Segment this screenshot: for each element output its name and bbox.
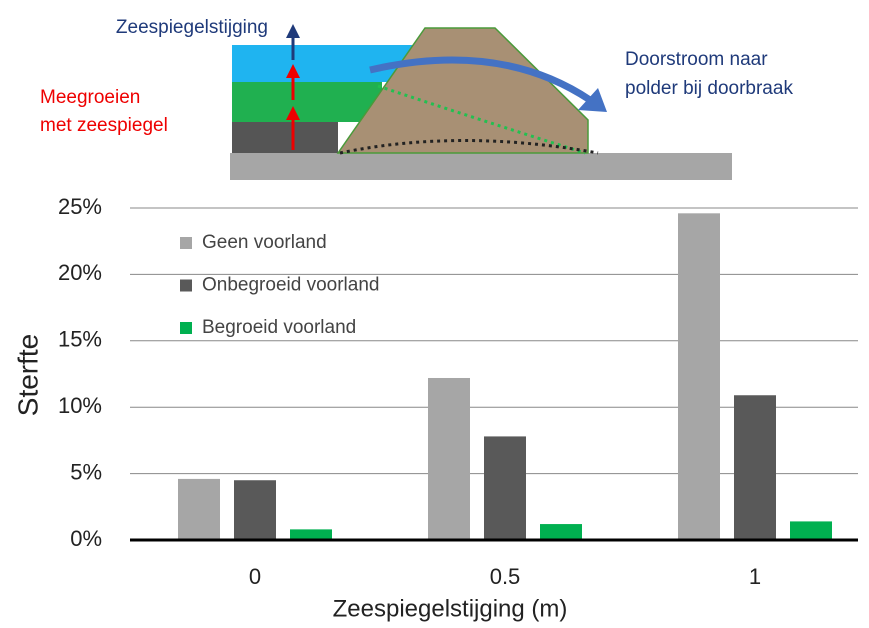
bar (734, 395, 776, 540)
arrow-head (286, 106, 300, 120)
seepage-line (339, 139, 599, 155)
y-tick-label: 5% (70, 459, 102, 484)
arrow-head (286, 24, 300, 38)
y-tick-label: 15% (58, 327, 102, 352)
x-tick-label: 0 (249, 564, 261, 589)
y-tick-label: 0% (70, 526, 102, 551)
x-tick-label: 0.5 (490, 564, 521, 589)
y-tick-label: 25% (58, 194, 102, 219)
foreland (232, 122, 338, 153)
x-tick-label: 1 (749, 564, 761, 589)
legend-swatch (180, 279, 192, 292)
bar (678, 213, 720, 540)
y-axis-label: Sterfte (12, 334, 43, 416)
legend-label: Geen voorland (202, 232, 327, 253)
y-tick-label: 10% (58, 393, 102, 418)
bar (484, 436, 526, 540)
annotation: Meegroeien (40, 87, 140, 108)
annotation: Zeespiegelstijging (116, 17, 268, 38)
legend-label: Begroeid voorland (202, 317, 356, 338)
annotation: met zeespiegel (40, 115, 168, 136)
bar (234, 480, 276, 540)
flow-arrow (369, 56, 592, 103)
ground (230, 153, 732, 180)
y-tick-label: 20% (58, 260, 102, 285)
bar (428, 377, 470, 540)
bar (290, 529, 332, 540)
annotation: Doorstroom naar (625, 49, 768, 70)
arrow-head (286, 64, 300, 78)
bar (540, 524, 582, 540)
diagram: Zeespiegelstijging Meegroeien met zeespi… (40, 17, 793, 180)
legend-swatch (180, 322, 192, 334)
bar (178, 478, 220, 540)
annotation: polder bij doorbraak (625, 78, 793, 99)
x-axis-label: Zeespiegelstijging (m) (333, 595, 568, 622)
legend-label: Onbegroeid voorland (202, 275, 379, 296)
vegetation (232, 82, 382, 122)
flow-arrow-head (578, 88, 607, 112)
seepage-line (377, 84, 586, 155)
legend-swatch (180, 237, 192, 249)
bar (790, 521, 832, 540)
